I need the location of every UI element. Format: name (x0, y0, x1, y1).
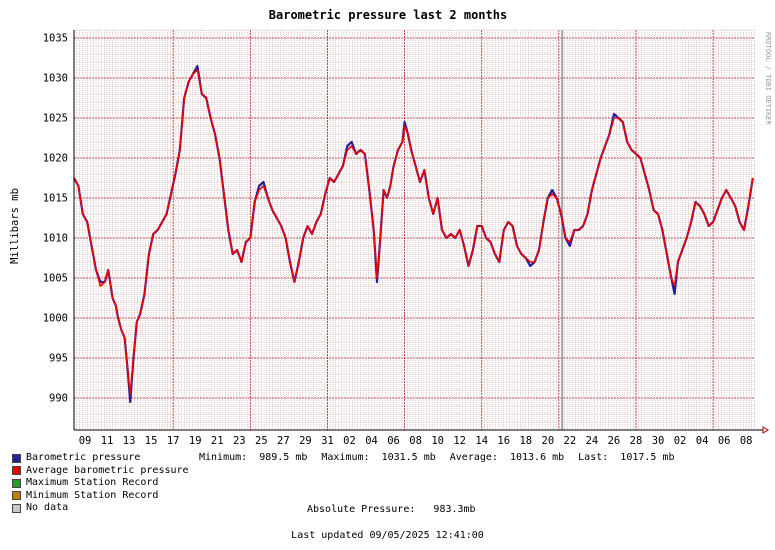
x-tick-label: 06 (718, 435, 731, 447)
legend-item: No data (12, 502, 189, 515)
chart-title: Barometric pressure last 2 months (269, 8, 507, 22)
x-tick-label: 06 (387, 435, 400, 447)
x-tick-label: 10 (431, 435, 444, 447)
x-tick-label: 18 (519, 435, 532, 447)
legend-swatch (12, 503, 21, 513)
x-tick-label: 02 (674, 435, 687, 447)
y-axis-label: Millibars mb (9, 188, 21, 264)
y-tick-label: 1010 (43, 233, 68, 245)
x-tick-label: 27 (277, 435, 290, 447)
x-axis-arrow-icon (762, 426, 769, 434)
x-tick-label: 08 (740, 435, 753, 447)
series-line-average-pressure (73, 69, 754, 395)
x-tick-label: 04 (365, 435, 378, 447)
x-tick-label: 28 (630, 435, 643, 447)
y-tick-label: 995 (49, 353, 68, 365)
x-tick-label: 31 (321, 435, 334, 447)
stat-maximum: Maximum: 1031.5 mb (321, 452, 436, 463)
x-tick-label: 08 (409, 435, 422, 447)
legend-swatch (12, 478, 21, 488)
stat-last: Last: 1017.5 mb (578, 452, 675, 463)
legend-item: Maximum Station Record (12, 477, 189, 490)
y-tick-label: 1020 (43, 153, 68, 165)
legend-swatch (12, 466, 21, 476)
x-tick-label: 30 (652, 435, 665, 447)
x-tick-label: 19 (189, 435, 202, 447)
legend-label: No data (26, 502, 69, 513)
absolute-pressure: Absolute Pressure: 983.3mb (307, 504, 476, 515)
legend-label: Maximum Station Record (26, 477, 159, 488)
x-tick-label: 23 (233, 435, 246, 447)
x-tick-label: 09 (79, 435, 92, 447)
stats-line: Minimum: 989.5 mb Maximum: 1031.5 mb Avera… (199, 452, 674, 463)
y-tick-label: 1025 (43, 113, 68, 125)
legend-swatch (12, 453, 21, 463)
legend-swatch (12, 491, 21, 501)
legend-label: Average barometric pressure (26, 464, 189, 476)
y-tick-label: 990 (49, 393, 68, 405)
legend-item: Average barometric pressure (12, 465, 189, 478)
y-tick-label: 1015 (43, 193, 68, 205)
x-tick-label: 17 (167, 435, 180, 447)
legend-item: Barometric pressure (12, 452, 189, 465)
x-tick-label: 02 (343, 435, 356, 447)
x-tick-label: 25 (255, 435, 268, 447)
stat-minimum: Minimum: 989.5 mb (199, 452, 308, 463)
x-tick-label: 12 (453, 435, 466, 447)
watermark: RRDTOOL / TOBI OETIKER (764, 32, 772, 126)
x-tick-label: 16 (497, 435, 510, 447)
y-tick-label: 1035 (43, 33, 68, 45)
x-tick-label: 14 (475, 435, 488, 447)
legend-label: Barometric pressure (26, 452, 141, 463)
legend: Barometric pressure Average barometric pr… (12, 452, 189, 515)
x-tick-label: 11 (101, 435, 114, 447)
legend-item: Minimum Station Record (12, 490, 189, 503)
x-tick-label: 04 (696, 435, 709, 447)
y-tick-label: 1030 (43, 73, 68, 85)
stat-average: Average: 1013.6 mb (449, 452, 565, 463)
x-tick-label: 26 (608, 435, 621, 447)
y-tick-label: 1005 (43, 273, 68, 285)
x-tick-label: 24 (586, 435, 599, 447)
y-tick-label: 1000 (43, 313, 68, 325)
x-tick-label: 21 (211, 435, 224, 447)
legend-label: Minimum Station Record (26, 489, 159, 501)
x-tick-label: 15 (145, 435, 158, 447)
x-tick-label: 29 (299, 435, 312, 447)
x-tick-label: 13 (123, 435, 136, 447)
x-tick-label: 20 (542, 435, 555, 447)
last-updated: Last updated 09/05/2025 12:41:00 (291, 530, 484, 541)
x-tick-label: 22 (564, 435, 577, 447)
